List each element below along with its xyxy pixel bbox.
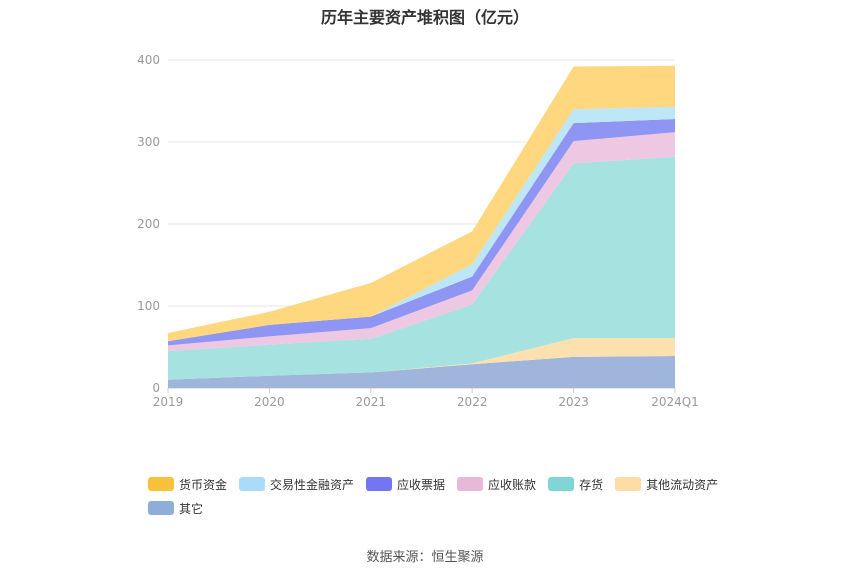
- area-series-2: [168, 156, 675, 380]
- legend-label: 其它: [179, 501, 204, 516]
- legend-item[interactable]: 存货: [548, 472, 603, 496]
- legend: 货币资金 交易性金融资产 应收票据 应收账款 存货 其他流动资产其它: [148, 472, 748, 520]
- x-tick-label: 2024Q1: [651, 395, 699, 409]
- y-tick-label: 300: [137, 135, 160, 149]
- legend-item[interactable]: 应收账款: [457, 472, 536, 496]
- legend-swatch: [239, 477, 266, 491]
- x-tick-label: 2022: [457, 395, 488, 409]
- chart-title: 历年主要资产堆积图（亿元）: [320, 8, 529, 27]
- x-tick-label: 2019: [153, 395, 184, 409]
- legend-swatch: [148, 477, 174, 491]
- area-series-4: [168, 119, 675, 346]
- legend-label: 交易性金融资产: [270, 477, 355, 492]
- legend-swatch: [457, 477, 484, 491]
- y-tick-label: 0: [152, 381, 160, 395]
- legend-swatch: [548, 477, 575, 491]
- y-tick-label: 400: [137, 53, 160, 67]
- area-series-0: [168, 356, 675, 388]
- legend-label: 应收账款: [488, 477, 537, 492]
- data-source: 数据来源：恒生聚源: [366, 550, 484, 565]
- area-series-6: [168, 65, 675, 342]
- legend-label: 其他流动资产: [646, 477, 719, 492]
- legend-label: 货币资金: [179, 477, 228, 492]
- x-tick-label: 2021: [356, 395, 387, 409]
- legend-label: 存货: [579, 477, 604, 492]
- y-tick-label: 200: [137, 217, 160, 231]
- legend-swatch: [366, 477, 393, 491]
- legend-swatch: [148, 501, 174, 515]
- y-tick-label: 100: [137, 299, 160, 313]
- area-series-1: [168, 337, 675, 380]
- x-tick-label: 2023: [558, 395, 589, 409]
- area-series-3: [168, 132, 675, 352]
- legend-item[interactable]: 其它: [148, 496, 203, 520]
- legend-item[interactable]: 应收票据: [366, 472, 445, 496]
- legend-item[interactable]: 其他流动资产: [615, 472, 718, 496]
- legend-item[interactable]: 货币资金: [148, 472, 227, 496]
- area-series-5: [168, 106, 675, 342]
- legend-label: 应收票据: [397, 477, 446, 492]
- x-tick-label: 2020: [254, 395, 285, 409]
- legend-swatch: [615, 477, 642, 491]
- legend-item[interactable]: 交易性金融资产: [239, 472, 354, 496]
